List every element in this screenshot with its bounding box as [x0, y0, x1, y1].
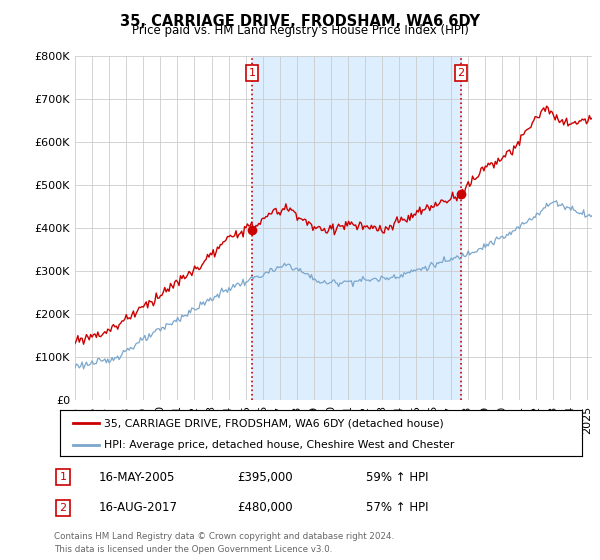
- Text: £395,000: £395,000: [237, 470, 293, 484]
- Text: £480,000: £480,000: [237, 501, 293, 515]
- Text: 35, CARRIAGE DRIVE, FRODSHAM, WA6 6DY (detached house): 35, CARRIAGE DRIVE, FRODSHAM, WA6 6DY (d…: [104, 418, 444, 428]
- Text: Contains HM Land Registry data © Crown copyright and database right 2024.
This d: Contains HM Land Registry data © Crown c…: [54, 533, 394, 554]
- Text: 59% ↑ HPI: 59% ↑ HPI: [366, 470, 428, 484]
- Text: 16-MAY-2005: 16-MAY-2005: [99, 470, 175, 484]
- Text: 16-AUG-2017: 16-AUG-2017: [99, 501, 178, 515]
- Text: 1: 1: [59, 472, 67, 482]
- Text: 2: 2: [458, 68, 464, 78]
- Text: HPI: Average price, detached house, Cheshire West and Chester: HPI: Average price, detached house, Ches…: [104, 440, 455, 450]
- Text: Price paid vs. HM Land Registry's House Price Index (HPI): Price paid vs. HM Land Registry's House …: [131, 24, 469, 37]
- Bar: [252, 56, 461, 400]
- Text: 2: 2: [59, 503, 67, 513]
- Text: 1: 1: [248, 68, 256, 78]
- Text: 57% ↑ HPI: 57% ↑ HPI: [366, 501, 428, 515]
- Text: 35, CARRIAGE DRIVE, FRODSHAM, WA6 6DY: 35, CARRIAGE DRIVE, FRODSHAM, WA6 6DY: [120, 14, 480, 29]
